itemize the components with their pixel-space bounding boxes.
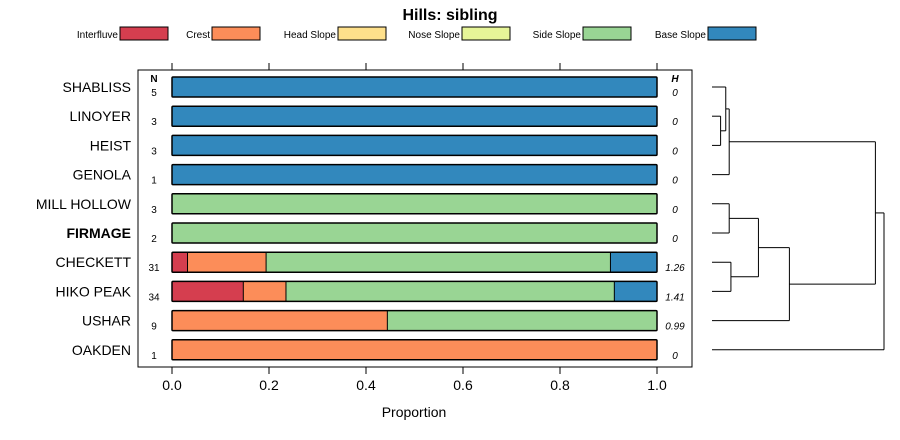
bar-segment bbox=[614, 281, 657, 302]
h-header: H bbox=[671, 74, 679, 85]
legend-swatch bbox=[211, 26, 261, 41]
h-value: 0 bbox=[672, 234, 678, 245]
legend-label: Base Slope bbox=[655, 30, 707, 41]
bar-segment bbox=[285, 281, 615, 302]
x-axis-label: Proportion bbox=[382, 404, 447, 420]
x-tick-label: 0.0 bbox=[162, 377, 182, 393]
h-value: 1.26 bbox=[665, 263, 685, 274]
x-tick-label: 0.4 bbox=[356, 377, 376, 393]
n-value: 1 bbox=[151, 176, 157, 187]
chart-title: Hills: sibling bbox=[402, 7, 497, 24]
h-value: 0 bbox=[672, 117, 678, 128]
bar-segment bbox=[172, 135, 657, 156]
bar-outline bbox=[171, 105, 658, 127]
bar-outline bbox=[171, 309, 658, 332]
bar-segment bbox=[172, 223, 657, 243]
bar-outline bbox=[171, 163, 658, 186]
n-value: 3 bbox=[151, 117, 157, 128]
h-value: 0 bbox=[672, 205, 678, 216]
bar-segment bbox=[172, 252, 188, 273]
bar-segment bbox=[172, 106, 657, 127]
bar-segment bbox=[266, 252, 611, 273]
h-value: 0 bbox=[672, 88, 678, 99]
row-label: CHECKETT bbox=[56, 254, 132, 270]
legend-swatch bbox=[461, 26, 511, 41]
legend-swatch bbox=[337, 26, 387, 41]
bar-outline bbox=[171, 76, 658, 98]
n-value: 34 bbox=[148, 292, 160, 303]
h-value: 0 bbox=[672, 176, 678, 187]
top-ticks bbox=[171, 63, 658, 70]
bar-segment bbox=[187, 252, 267, 273]
legend-swatch bbox=[119, 26, 169, 41]
dendrogram bbox=[712, 86, 885, 351]
legend-label: Interfluve bbox=[77, 30, 119, 41]
row-label: HEIST bbox=[90, 137, 132, 153]
n-value: 31 bbox=[148, 263, 160, 274]
x-tick-label: 0.6 bbox=[453, 377, 473, 393]
n-value: 3 bbox=[151, 146, 157, 157]
bar-outline bbox=[171, 193, 658, 215]
legend-label: Head Slope bbox=[284, 30, 337, 41]
bar-segment bbox=[610, 252, 657, 273]
row-label: OAKDEN bbox=[72, 342, 131, 358]
bar-segment bbox=[243, 281, 286, 302]
x-tick-label: 0.2 bbox=[259, 377, 279, 393]
n-value: 2 bbox=[151, 234, 157, 245]
bar-segment bbox=[172, 310, 388, 331]
legend-swatch bbox=[707, 26, 757, 41]
bar-segment bbox=[172, 193, 657, 214]
bar-outline bbox=[171, 339, 658, 361]
h-value: 0 bbox=[672, 351, 678, 362]
row-label: SHABLISS bbox=[63, 79, 131, 95]
row-label: USHAR bbox=[82, 313, 131, 329]
legend-label: Nose Slope bbox=[408, 30, 460, 41]
bar-segment bbox=[172, 339, 657, 360]
x-tick-label: 0.8 bbox=[550, 377, 570, 393]
bar-outline bbox=[171, 251, 658, 273]
bar-outline bbox=[171, 222, 658, 244]
x-axis: 0.0 0.2 0.4 0.6 0.8 1.0 bbox=[162, 367, 667, 393]
rows: SHABLISS 5 0 LINOYER 3 0 HEIST 3 0 GENOLA 1 0 MILL H… bbox=[36, 76, 685, 362]
row-label: MILL HOLLOW bbox=[36, 196, 132, 212]
n-header: N bbox=[150, 74, 157, 85]
legend-swatch bbox=[582, 26, 632, 41]
row-label: HIKO PEAK bbox=[56, 283, 132, 299]
bar-outline bbox=[171, 134, 658, 157]
h-value: 0 bbox=[672, 146, 678, 157]
h-value: 0.99 bbox=[665, 322, 685, 333]
row-label: FIRMAGE bbox=[66, 225, 131, 241]
h-value: 1.41 bbox=[665, 292, 684, 303]
legend-label: Crest bbox=[186, 30, 210, 41]
plot-frame bbox=[137, 69, 693, 368]
n-value: 5 bbox=[151, 88, 157, 99]
x-tick-label: 1.0 bbox=[647, 377, 667, 393]
bar-segment bbox=[387, 310, 657, 331]
n-value: 3 bbox=[151, 205, 157, 216]
bar-segment bbox=[172, 164, 657, 185]
n-value: 9 bbox=[151, 322, 157, 333]
row-label: GENOLA bbox=[73, 167, 132, 183]
bar-outline bbox=[171, 280, 658, 303]
legend-label: Side Slope bbox=[533, 30, 582, 41]
bar-segment bbox=[172, 77, 657, 97]
n-value: 1 bbox=[151, 351, 157, 362]
legend: Interfluve Crest Head Slope Nose Slope Side … bbox=[77, 26, 757, 41]
row-label: LINOYER bbox=[70, 108, 131, 124]
bar-segment bbox=[172, 281, 244, 302]
